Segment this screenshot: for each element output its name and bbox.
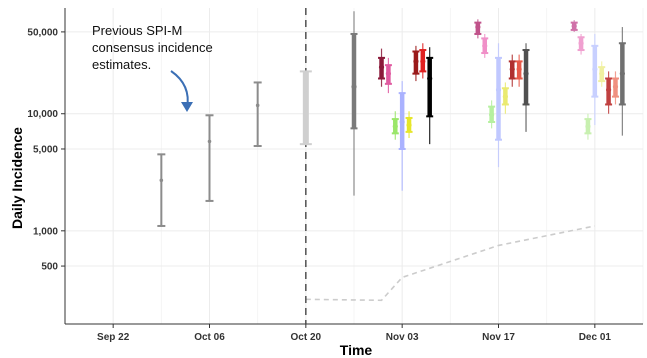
model-median-point <box>385 71 392 77</box>
y-axis-title: Daily Incidence <box>9 127 25 229</box>
y-tick-label: 1,000 <box>33 226 58 237</box>
x-tick-label: Sep 22 <box>97 332 130 343</box>
x-tick-label: Nov 17 <box>482 332 515 343</box>
x-tick-labels: Sep 22 Oct 06 Oct 20 Nov 03 Nov 17 Dec 01 <box>97 324 611 343</box>
axes <box>64 8 643 325</box>
consensus-median-point <box>159 178 164 183</box>
model-median-point <box>482 43 488 49</box>
y-tick-labels: 500 1,000 5,000 10,000 50,000 <box>27 27 65 273</box>
model-median-point <box>578 40 584 46</box>
x-tick-label: Oct 20 <box>291 332 322 343</box>
x-tick-label: Oct 06 <box>194 332 225 343</box>
consensus-median-point <box>304 91 308 95</box>
model-median-point <box>413 58 419 64</box>
model-median-point <box>378 64 385 70</box>
model-median-point <box>351 84 357 90</box>
annotation-text: Previous SPI-M consensus incidence estim… <box>92 23 213 72</box>
annotation-arrow <box>170 70 193 112</box>
model-median-point <box>392 123 398 129</box>
model-median-point <box>516 66 522 72</box>
y-tick-label: 5,000 <box>33 144 58 155</box>
model-median-point <box>489 112 495 118</box>
model-median-point <box>502 94 508 100</box>
model-median-point <box>495 87 502 93</box>
x-tick-label: Dec 01 <box>579 332 612 343</box>
y-tick-label: 50,000 <box>27 27 58 38</box>
model-median-point <box>475 24 481 30</box>
model-median-point <box>523 71 529 77</box>
x-axis-title: Time <box>340 342 373 358</box>
model-median-point <box>612 84 619 90</box>
model-median-point <box>420 58 426 64</box>
model-median-point <box>399 119 405 125</box>
model-median-point <box>571 23 577 29</box>
chart-marks <box>157 11 626 227</box>
consensus-median-point <box>207 139 212 144</box>
model-median-point <box>619 71 625 77</box>
y-tick-label: 10,000 <box>27 109 58 120</box>
model-median-point <box>406 122 412 128</box>
y-tick-label: 500 <box>41 262 58 273</box>
model-median-point <box>585 123 591 129</box>
model-median-point <box>599 71 605 77</box>
consensus-median-point <box>255 103 260 108</box>
model-median-point <box>592 66 598 72</box>
x-tick-label: Nov 03 <box>386 332 419 343</box>
model-median-point <box>427 75 433 82</box>
model-median-point <box>605 87 612 93</box>
model-median-point <box>509 66 515 72</box>
